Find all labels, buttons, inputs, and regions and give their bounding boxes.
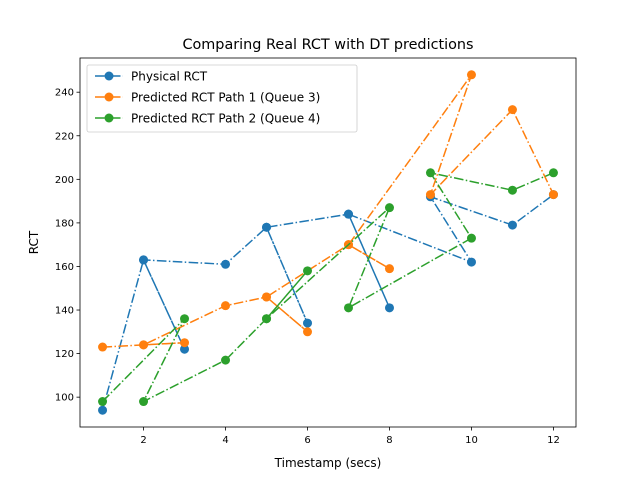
y-tick-label: 200 <box>55 175 74 186</box>
data-point <box>548 190 558 200</box>
data-point <box>425 168 435 178</box>
legend: Physical RCT Predicted RCT Path 1 (Queue … <box>86 64 358 133</box>
x-tick-label: 2 <box>140 435 146 446</box>
legend-marker <box>104 92 114 102</box>
legend-label: Physical RCT <box>131 70 208 84</box>
data-point <box>507 185 517 195</box>
x-tick-label: 8 <box>386 435 392 446</box>
data-point <box>98 342 108 352</box>
data-point <box>425 190 435 200</box>
data-point <box>343 209 353 219</box>
axes-frame <box>79 57 577 428</box>
legend-label: Predicted RCT Path 2 (Queue 4) <box>131 112 320 126</box>
data-point <box>384 303 394 313</box>
data-point <box>507 105 517 115</box>
data-point <box>303 318 313 328</box>
x-tick-label: 6 <box>304 435 310 446</box>
data-point <box>98 397 108 407</box>
x-tick-label: 10 <box>465 435 478 446</box>
y-tick-label: 100 <box>55 393 74 404</box>
data-point <box>384 264 394 274</box>
legend-marker <box>104 113 114 123</box>
data-point <box>466 233 476 243</box>
y-tick-label: 140 <box>55 306 74 317</box>
data-point <box>98 405 108 415</box>
data-point <box>548 168 558 178</box>
data-point <box>262 314 272 324</box>
data-point <box>303 327 313 337</box>
data-point <box>466 257 476 267</box>
y-tick-label: 160 <box>55 262 74 273</box>
data-point <box>221 301 231 311</box>
y-axis-ticks: 100 120 140 160 180 200 220 240 <box>55 88 80 404</box>
chart-title: Comparing Real RCT with DT predictions <box>182 37 473 53</box>
data-point <box>221 355 231 365</box>
legend-marker <box>104 71 114 81</box>
data-point <box>180 314 190 324</box>
series-layer <box>98 70 558 415</box>
y-tick-label: 220 <box>55 131 74 142</box>
data-point <box>507 220 517 230</box>
y-tick-label: 120 <box>55 349 74 360</box>
y-tick-label: 240 <box>55 88 74 99</box>
x-tick-label: 12 <box>547 435 560 446</box>
x-axis-ticks: 2 4 6 8 10 12 <box>140 427 560 446</box>
legend-label: Predicted RCT Path 1 (Queue 3) <box>131 91 320 105</box>
data-point <box>221 259 231 269</box>
data-point <box>139 255 149 265</box>
data-point <box>384 203 394 213</box>
data-point <box>343 303 353 313</box>
data-point <box>262 222 272 232</box>
y-axis-label: RCT <box>27 230 41 254</box>
legend-box <box>86 64 358 133</box>
legend-items: Physical RCT Predicted RCT Path 1 (Queue … <box>95 70 320 126</box>
data-point <box>466 70 476 80</box>
x-axis-label: Timestamp (secs) <box>274 456 382 470</box>
x-tick-label: 4 <box>222 435 228 446</box>
series-3 <box>98 168 558 407</box>
data-point <box>180 344 190 354</box>
data-point <box>139 340 149 350</box>
data-point <box>303 266 313 276</box>
data-point <box>180 338 190 348</box>
series-2 <box>98 70 558 352</box>
data-point <box>139 397 149 407</box>
data-point <box>262 292 272 302</box>
y-tick-label: 180 <box>55 218 74 229</box>
